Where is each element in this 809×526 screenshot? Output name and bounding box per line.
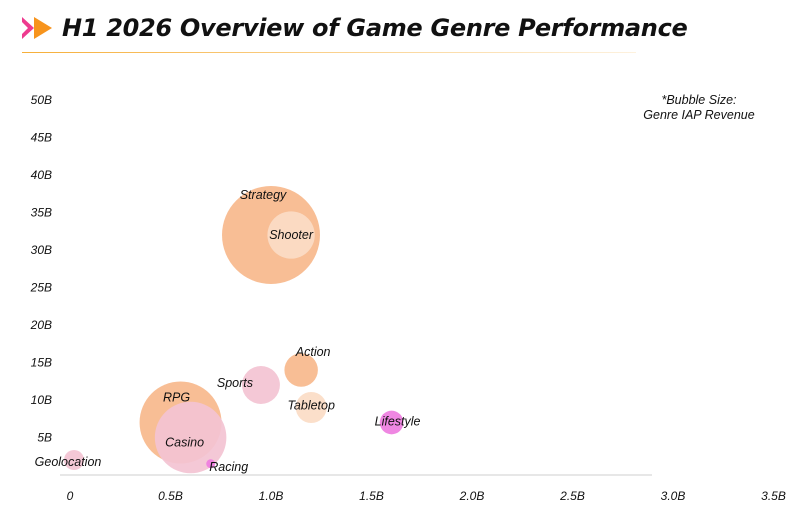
y-tick-label: 10B xyxy=(31,393,52,407)
bubble-racing xyxy=(206,459,216,469)
x-tick-label: 2.5B xyxy=(559,489,585,503)
bubble-sports xyxy=(241,366,280,404)
x-tick-label: 0.5B xyxy=(158,489,183,503)
bubble-label-racing: Racing xyxy=(209,460,248,474)
x-tick-label: 3.0B xyxy=(661,489,686,503)
x-tick-label: 2.0B xyxy=(459,489,485,503)
title-underline xyxy=(22,52,636,53)
x-tick-label: 1.5B xyxy=(359,489,384,503)
y-tick-label: 40B xyxy=(31,168,52,182)
bubble-label-tabletop: Tabletop xyxy=(287,399,335,413)
brand-logo-icon xyxy=(22,17,52,39)
bubble-label-shooter: Shooter xyxy=(269,228,314,242)
logo-pink-chevron xyxy=(22,17,34,39)
y-tick-label: 45B xyxy=(31,131,52,145)
bubble-label-strategy: Strategy xyxy=(240,188,287,202)
y-tick-label: 35B xyxy=(31,206,52,220)
bubble-label-action: Action xyxy=(295,345,331,359)
y-tick-label: 25B xyxy=(30,281,52,295)
x-tick-label: 0 xyxy=(67,489,74,503)
bubble-label-sports: Sports xyxy=(217,376,253,390)
bubble-note-line2: Genre IAP Revenue xyxy=(643,108,755,122)
bubble-geolocation xyxy=(64,450,85,470)
x-tick-label: 1.0B xyxy=(259,489,284,503)
bubble-label-rpg: RPG xyxy=(163,391,190,405)
page-title: H1 2026 Overview of Game Genre Performan… xyxy=(62,14,688,42)
bubble-action xyxy=(284,353,318,387)
bubble-label-geolocation: Geolocation xyxy=(35,455,102,469)
bubble-shooter xyxy=(267,211,315,259)
bubble-note-line1: *Bubble Size: xyxy=(661,93,737,107)
y-tick-label: 5B xyxy=(37,431,52,445)
y-tick-label: 30B xyxy=(31,243,52,257)
bubble-size-note: *Bubble Size: Genre IAP Revenue xyxy=(629,93,769,123)
y-tick-label: 20B xyxy=(30,318,52,332)
header: H1 2026 Overview of Game Genre Performan… xyxy=(22,12,688,56)
logo-orange-triangle xyxy=(34,17,52,39)
y-tick-label: 50B xyxy=(31,93,52,107)
bubble-tabletop xyxy=(295,392,327,423)
bubble-label-lifestyle: Lifestyle xyxy=(375,415,421,429)
bubble-label-casino: Casino xyxy=(165,436,204,450)
y-tick-label: 15B xyxy=(31,356,52,370)
bubble-casino xyxy=(154,401,227,474)
x-tick-label: 3.5B xyxy=(761,489,786,503)
bubble-lifestyle xyxy=(379,410,404,435)
